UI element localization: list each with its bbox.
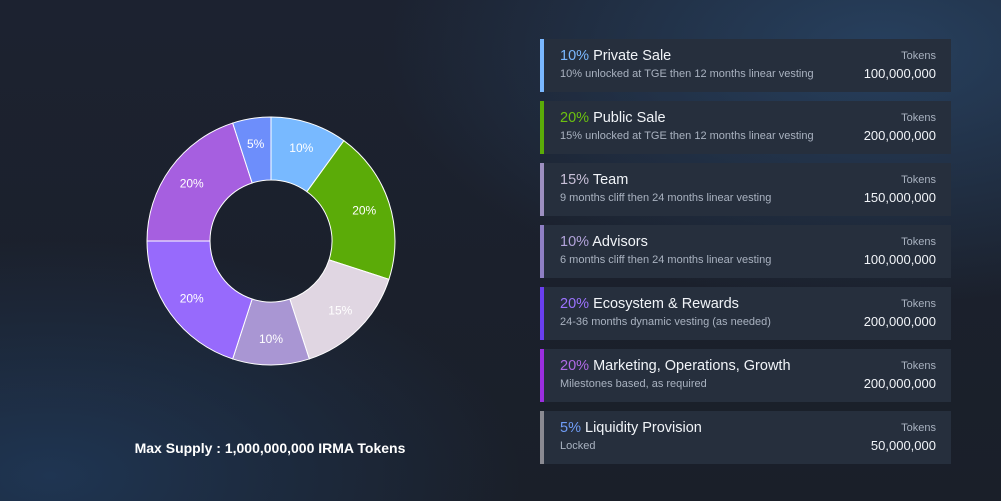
slice-percent-label: 10% [289,141,313,155]
allocation-percent: 5% [560,420,581,436]
slice-percent-label: 20% [180,176,204,190]
allocation-card: 20% Public Sale 15% unlocked at TGE then… [540,101,951,154]
allocation-card: 10% Advisors 6 months cliff then 24 mont… [540,225,951,278]
allocation-vesting: 24-36 months dynamic vesting (as needed) [560,316,771,328]
allocation-vesting: 6 months cliff then 24 months linear ves… [560,254,772,266]
allocation-list: 10% Private Sale 10% unlocked at TGE the… [540,39,951,473]
allocation-card: 20% Ecosystem & Rewards 24-36 months dyn… [540,287,951,340]
tokens-label: Tokens [901,50,936,62]
donut-slice-marketing-operations-growth[interactable] [146,122,253,242]
allocation-name: Team [592,172,629,188]
allocation-title: 15% Team [560,172,628,188]
allocation-donut-chart: 10% 20% 15% 10% 20% 20% 5% [146,116,396,366]
slice-percent-label: 10% [259,332,283,346]
allocation-title: 20% Public Sale [560,110,666,126]
allocation-card: 10% Private Sale 10% unlocked at TGE the… [540,39,951,92]
max-supply-caption: Max Supply : 1,000,000,000 IRMA Tokens [134,440,406,456]
tokens-amount: 100,000,000 [863,252,936,267]
allocation-name: Private Sale [593,48,672,64]
allocation-title: 20% Ecosystem & Rewards [560,296,739,312]
allocation-title: 10% Private Sale [560,48,671,64]
allocation-percent: 20% [560,296,590,312]
allocation-percent: 10% [560,234,590,250]
tokens-amount: 200,000,000 [863,376,936,391]
allocation-percent: 15% [560,172,590,188]
tokens-amount: 50,000,000 [870,438,936,453]
slice-percent-label: 15% [328,303,352,317]
allocation-vesting: Locked [560,440,596,452]
allocation-name: Marketing, Operations, Growth [593,358,791,374]
allocation-percent: 10% [560,48,590,64]
tokens-label: Tokens [901,360,936,372]
allocation-name: Liquidity Provision [585,420,702,436]
tokens-label: Tokens [901,112,936,124]
allocation-vesting: 10% unlocked at TGE then 12 months linea… [560,68,814,80]
tokens-label: Tokens [901,174,936,186]
donut-slice-liquidity-provision[interactable] [232,116,272,184]
allocation-name: Advisors [592,234,648,250]
allocation-percent: 20% [560,358,590,374]
allocation-vesting: 9 months cliff then 24 months linear ves… [560,192,772,204]
allocation-title: 5% Liquidity Provision [560,420,702,436]
chart-panel: 10% 20% 15% 10% 20% 20% 5% Max Supply : 1,000,… [134,116,406,456]
tokens-amount: 100,000,000 [863,66,936,81]
slice-percent-label: 20% [180,292,204,306]
slice-percent-label: 5% [247,137,265,151]
tokens-amount: 200,000,000 [863,128,936,143]
allocation-card: 15% Team 9 months cliff then 24 months l… [540,163,951,216]
allocation-percent: 20% [560,110,590,126]
allocation-name: Public Sale [593,110,666,126]
allocation-title: 20% Marketing, Operations, Growth [560,358,791,374]
allocation-card: 20% Marketing, Operations, Growth Milest… [540,349,951,402]
tokens-label: Tokens [901,298,936,310]
allocation-vesting: Milestones based, as required [560,378,707,390]
donut-slice-public-sale[interactable] [306,139,396,280]
donut-slice-ecosystem-rewards[interactable] [146,240,253,360]
allocation-title: 10% Advisors [560,234,648,250]
allocation-card: 5% Liquidity Provision Locked Tokens 50,… [540,411,951,464]
allocation-vesting: 15% unlocked at TGE then 12 months linea… [560,130,814,142]
slice-percent-label: 20% [352,204,376,218]
allocation-name: Ecosystem & Rewards [593,296,739,312]
tokens-label: Tokens [901,236,936,248]
tokens-label: Tokens [901,422,936,434]
tokens-amount: 150,000,000 [863,190,936,205]
tokens-amount: 200,000,000 [863,314,936,329]
